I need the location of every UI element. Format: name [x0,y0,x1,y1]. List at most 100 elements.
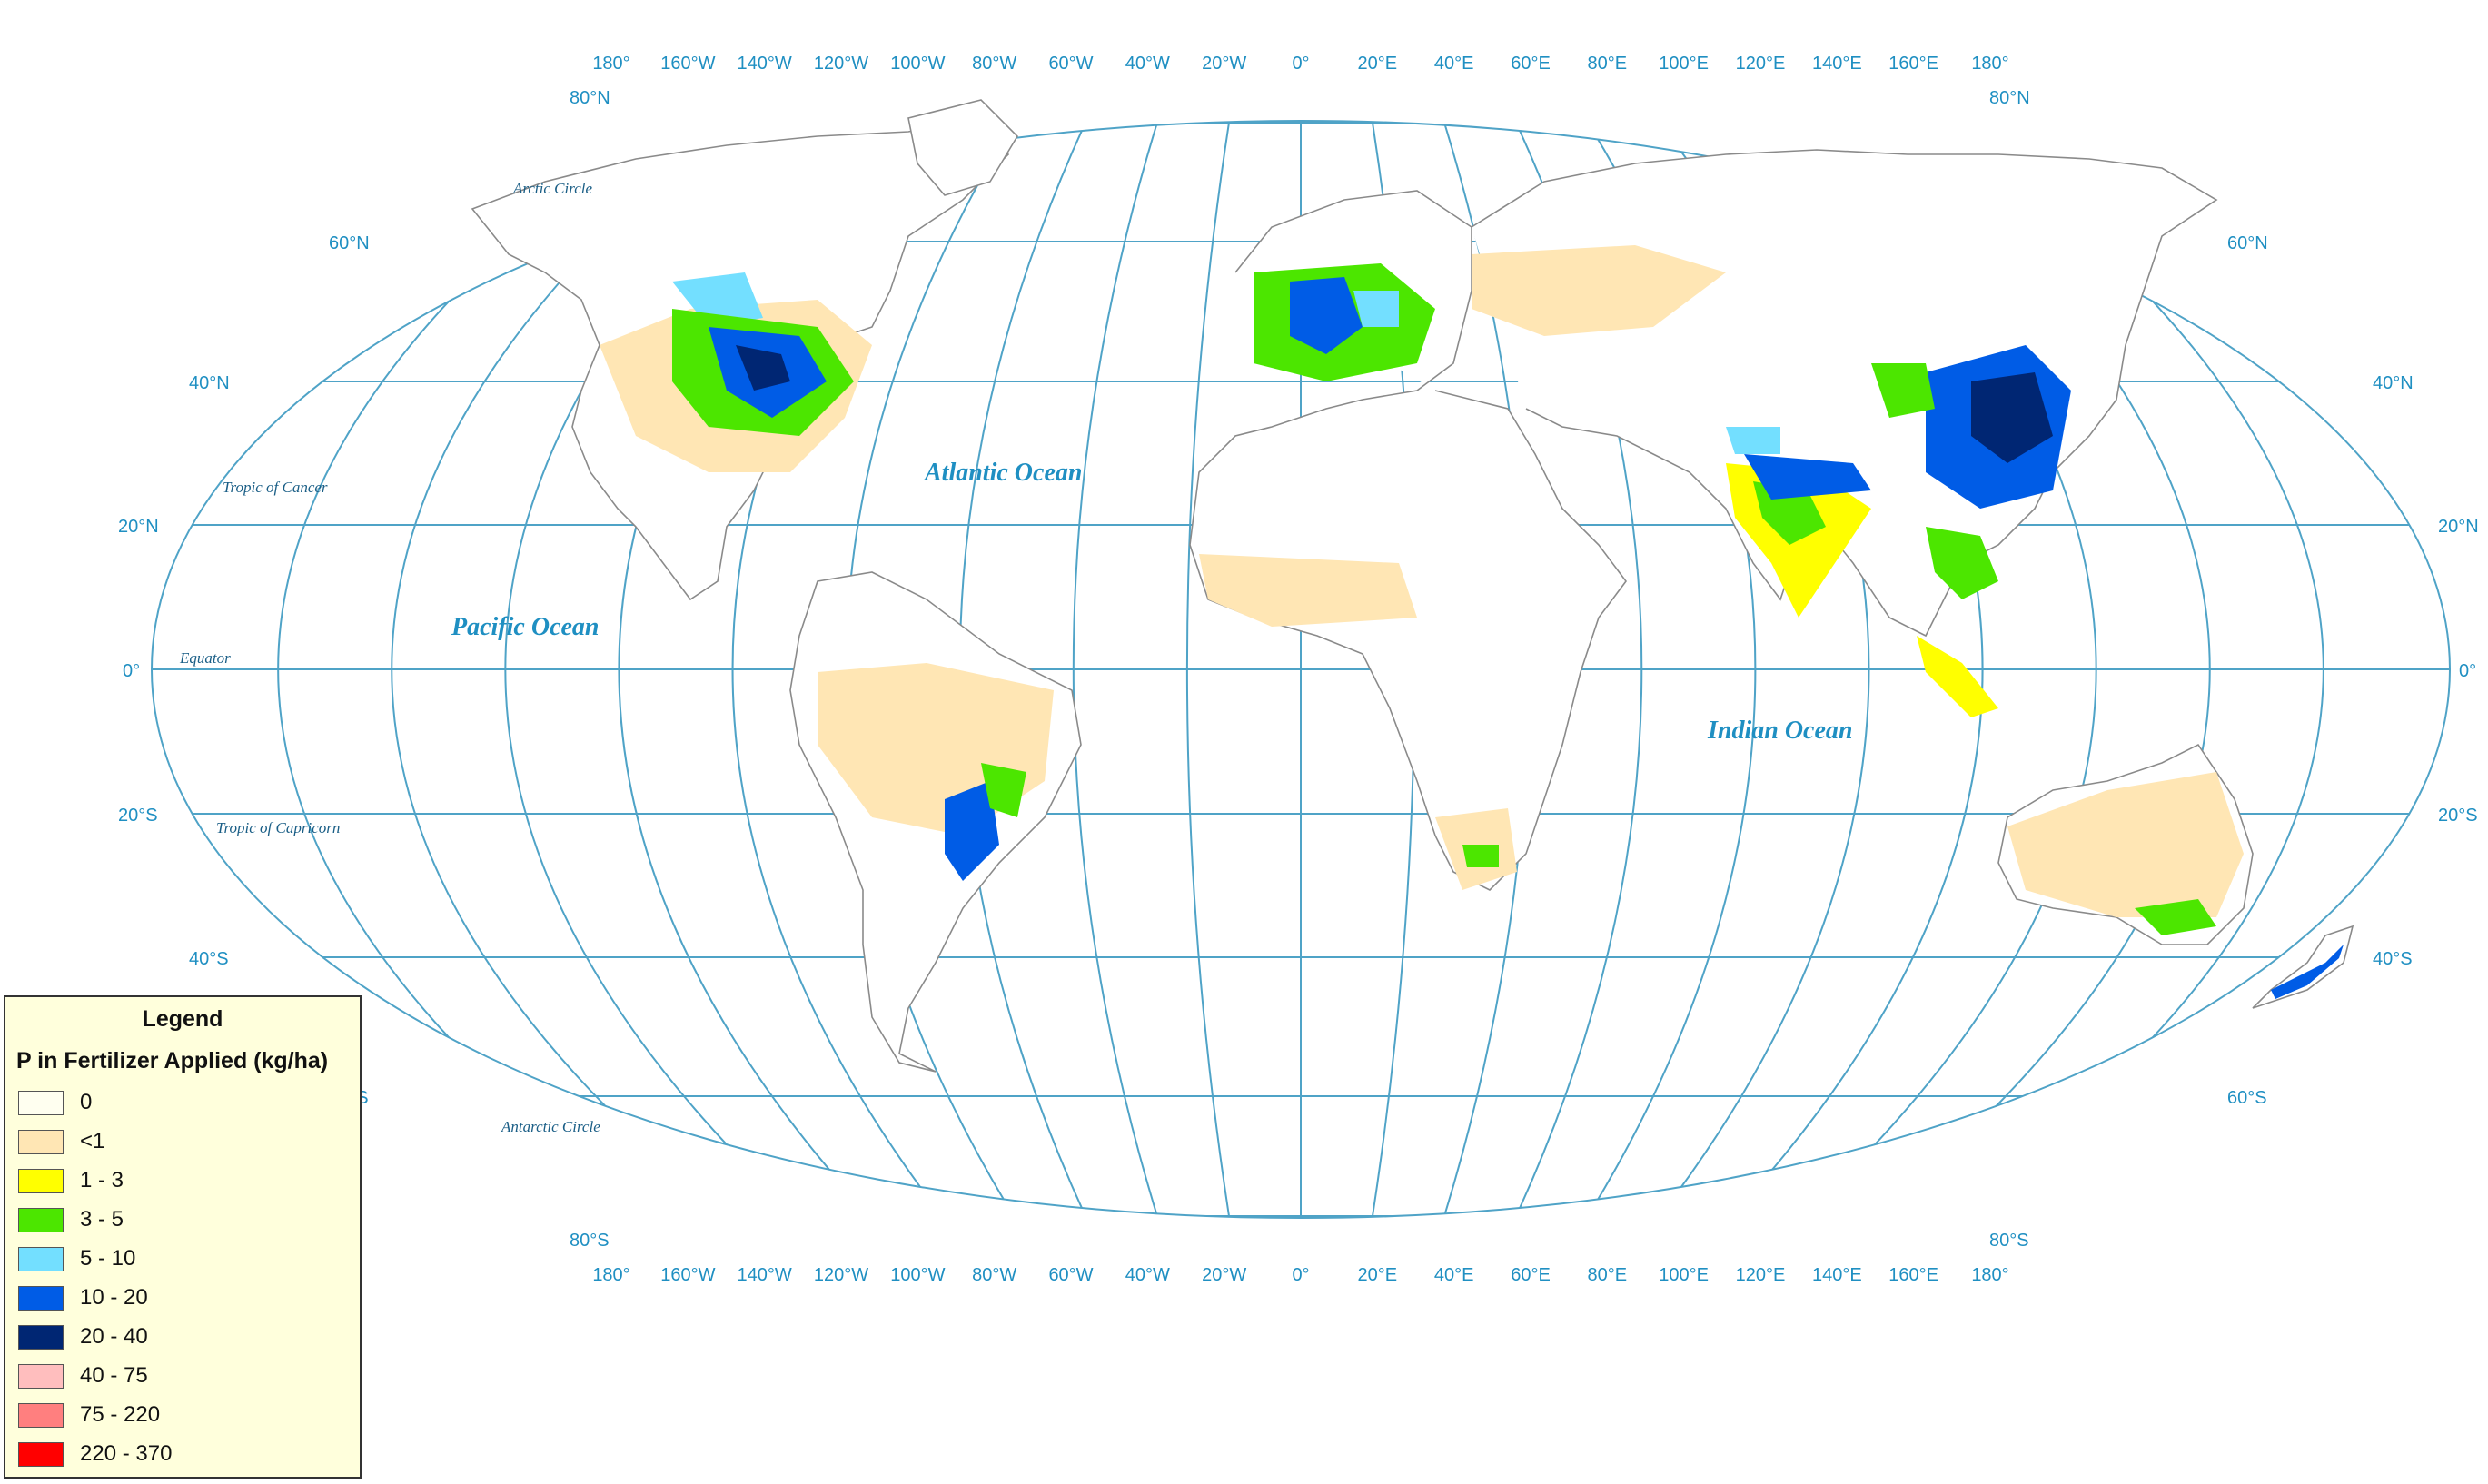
fert-region-af-light [1199,554,1417,627]
legend-swatch [18,1403,64,1428]
longitude-label-bottom: 120°E [1736,1265,1786,1285]
longitude-label-top: 100°W [890,54,945,74]
longitude-label-top: 0° [1292,54,1309,74]
europe-africa-outline [1189,190,1627,891]
legend-label: 20 - 40 [80,1324,148,1349]
longitude-label-top: 160°W [660,54,715,74]
legend-swatch [18,1364,64,1389]
longitude-label-bottom: 80°E [1588,1265,1628,1285]
fert-region-eu-cyan [1353,291,1399,327]
legend-label: 75 - 220 [80,1402,161,1427]
fert-region-au-green [2135,899,2216,935]
longitude-label-top: 60°W [1048,54,1093,74]
legend-swatch [18,1091,64,1115]
legend-panel: Legend P in Fertilizer Applied (kg/ha) 0… [4,995,362,1479]
continents [471,99,2354,1073]
fert-region-us-dark [736,345,790,391]
longitude-label-top: 40°E [1434,54,1474,74]
longitude-label-bottom: 180° [592,1265,629,1285]
fert-region-au-light [2007,772,2244,917]
lat-80s-right: 80°S [1989,1231,2029,1251]
longitude-label-top: 80°E [1588,54,1628,74]
legend-subtitle: P in Fertilizer Applied (kg/ha) [16,1048,329,1073]
fert-region-india-cyan [1726,427,1780,454]
longitude-label-bottom: 100°E [1659,1265,1709,1285]
longitude-labels-bottom: 180° 160°W 140°W 120°W 100°W 80°W 60°W 40°W 20°W… [592,1265,2008,1285]
longitude-label-bottom: 40°E [1434,1265,1474,1285]
fert-region-russia-light [1472,245,1726,336]
lat-60n-left: 60°N [329,233,370,253]
greenland-outline [907,99,1019,196]
legend-label: 10 - 20 [80,1285,148,1310]
longitude-label-top: 140°W [738,54,792,74]
lat-60s-right: 60°S [2227,1088,2267,1108]
longitude-label-bottom: 120°W [814,1265,868,1285]
fert-region-indonesia-yellow [1917,636,1998,717]
longitude-label-bottom: 20°W [1202,1265,1246,1285]
legend-swatch [18,1442,64,1467]
lat-20n-right: 20°N [2438,517,2479,537]
legend-swatch [18,1169,64,1193]
fert-region-eu-blue [1290,277,1363,354]
atlantic-ocean-label: Atlantic Ocean [923,459,1082,487]
legend-label: 0 [80,1090,93,1114]
legend-label: 220 - 370 [80,1441,173,1466]
legend-title: Legend [142,1006,223,1032]
legend-swatch [18,1247,64,1271]
longitude-label-top: 180° [1971,54,2008,74]
longitude-label-top: 20°E [1358,54,1398,74]
lat-0-right: 0° [2459,661,2476,681]
longitude-label-bottom: 100°W [890,1265,945,1285]
longitude-label-top: 40°W [1125,54,1170,74]
longitude-labels-top: 180° 160°W 140°W 120°W 100°W 80°W 60°W 40°W 20°W… [592,54,2008,74]
longitude-label-bottom: 0° [1292,1265,1309,1285]
equator-label: Equator [179,649,231,667]
legend-swatch [18,1208,64,1232]
longitude-label-top: 100°E [1659,54,1709,74]
longitude-label-bottom: 60°W [1048,1265,1093,1285]
longitude-label-bottom: 160°E [1888,1265,1938,1285]
lat-80n-right: 80°N [1989,88,2030,108]
legend-swatch [18,1325,64,1350]
longitude-label-bottom: 20°E [1358,1265,1398,1285]
longitude-label-bottom: 140°E [1812,1265,1862,1285]
fert-region-sea-green [1926,527,1998,599]
antarctic-circle-label: Antarctic Circle [501,1118,600,1135]
fertilizer-data-overlay [600,245,2344,999]
longitude-label-top: 120°W [814,54,868,74]
fert-region-saf-green [1462,845,1499,867]
longitude-label-top: 140°E [1812,54,1862,74]
lat-20s-right: 20°S [2438,806,2478,826]
longitude-label-top: 80°W [972,54,1016,74]
lat-20s-left: 20°S [118,806,158,826]
tropic-of-capricorn-label: Tropic of Capricorn [216,819,340,836]
legend-label: 3 - 5 [80,1207,124,1232]
fert-region-china-green [1871,363,1935,418]
lat-40n-right: 40°N [2373,373,2414,393]
longitude-label-bottom: 180° [1971,1265,2008,1285]
lat-40s-right: 40°S [2373,949,2413,969]
longitude-label-top: 60°E [1511,54,1551,74]
lat-20n-left: 20°N [118,517,159,537]
latitude-labels: 80°N 80°N 60°N 60°N 40°N 40°N 20°N 20°N … [118,88,2479,1251]
pacific-ocean-label: Pacific Ocean [451,613,600,641]
fert-region-sa-blue [945,781,999,881]
longitude-label-bottom: 80°W [972,1265,1016,1285]
fert-region-us-cyan [672,272,763,327]
longitude-label-top: 160°E [1888,54,1938,74]
tropic-of-cancer-label: Tropic of Cancer [223,479,328,496]
arctic-circle-label: Arctic Circle [512,180,592,197]
longitude-label-bottom: 160°W [660,1265,715,1285]
lat-0-left: 0° [123,661,140,681]
longitude-label-bottom: 40°W [1125,1265,1170,1285]
legend-label: <1 [80,1129,105,1153]
longitude-label-top: 180° [592,54,629,74]
lat-80s-left: 80°S [570,1231,610,1251]
legend-label: 40 - 75 [80,1363,148,1388]
legend-label: 1 - 3 [80,1168,124,1192]
legend-swatch [18,1286,64,1311]
lat-80n-left: 80°N [570,88,610,108]
fert-region-sa-green [981,763,1026,817]
lat-60n-right: 60°N [2227,233,2268,253]
lat-40n-left: 40°N [189,373,230,393]
